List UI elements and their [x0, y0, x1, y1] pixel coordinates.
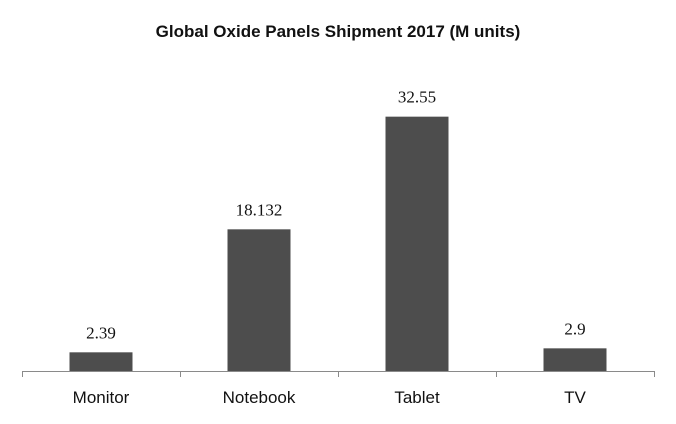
labels-layer: 2.39 Monitor 18.132 Notebook 32.55 Tablet 2.9 T… — [73, 88, 587, 407]
x-tick-label-tablet: Tablet — [394, 388, 440, 407]
x-axis — [22, 371, 655, 377]
data-label-tv: 2.9 — [564, 319, 585, 338]
x-tick-label-notebook: Notebook — [223, 388, 296, 407]
bars-layer — [69, 116, 607, 371]
chart-title: Global Oxide Panels Shipment 2017 (M uni… — [156, 22, 521, 41]
x-tick-label-monitor: Monitor — [73, 388, 130, 407]
bar-tablet — [385, 116, 449, 371]
data-label-notebook: 18.132 — [236, 200, 283, 219]
bar-tv — [543, 348, 607, 371]
data-label-monitor: 2.39 — [86, 323, 116, 342]
data-label-tablet: 32.55 — [398, 88, 436, 107]
x-tick-label-tv: TV — [564, 388, 586, 407]
bar-monitor — [69, 352, 133, 371]
bar-notebook — [227, 229, 291, 371]
